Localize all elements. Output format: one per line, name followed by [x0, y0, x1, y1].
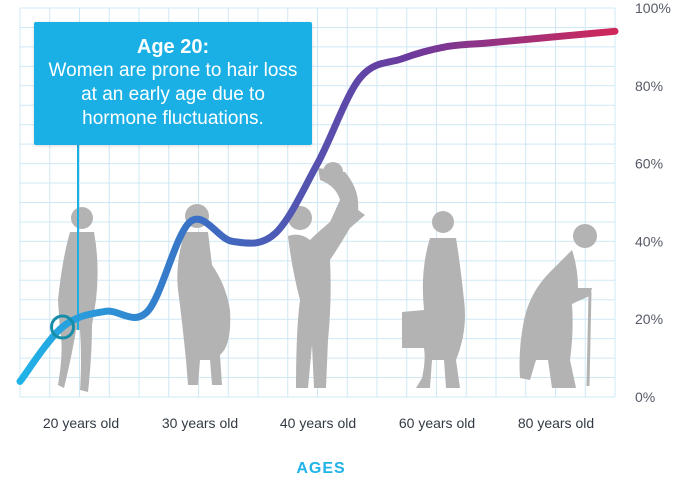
woman-40-silhouette — [288, 162, 365, 388]
callout-text: Women are prone to hair loss at an early… — [48, 60, 298, 129]
silhouette-head — [573, 224, 597, 248]
silhouette-head — [432, 211, 454, 233]
y-tick-label: 20% — [635, 311, 663, 327]
silhouette-head — [71, 207, 93, 229]
woman-60-silhouette — [402, 211, 465, 388]
x-axis-label: AGES — [296, 460, 345, 477]
cane — [586, 291, 592, 387]
silhouette-body — [402, 238, 465, 388]
annotation-marker — [50, 314, 75, 340]
y-tick-label: 60% — [635, 156, 663, 172]
x-axis-ticks: 20 years old 30 years old 40 years old 60 y… — [43, 415, 594, 431]
silhouette-body — [177, 232, 231, 385]
silhouette-body — [519, 250, 592, 388]
x-tick-label: 80 years old — [518, 415, 594, 431]
silhouette-body — [288, 168, 365, 388]
woman-80-silhouette — [519, 224, 597, 388]
y-tick-label: 0% — [635, 389, 655, 405]
annotation-callout: Age 20: Women are prone to hair loss at … — [34, 22, 312, 145]
y-tick-label: 40% — [635, 233, 663, 249]
y-axis-ticks: 0% 20% 40% 60% 80% 100% — [635, 0, 671, 405]
x-tick-label: 30 years old — [162, 415, 238, 431]
y-tick-label: 100% — [635, 0, 671, 16]
x-tick-label: 40 years old — [280, 415, 356, 431]
y-tick-label: 80% — [635, 78, 663, 94]
x-tick-label: 60 years old — [399, 415, 475, 431]
callout-title: Age 20: — [136, 36, 210, 58]
series-line — [16, 27, 619, 385]
x-tick-label: 20 years old — [43, 415, 119, 431]
